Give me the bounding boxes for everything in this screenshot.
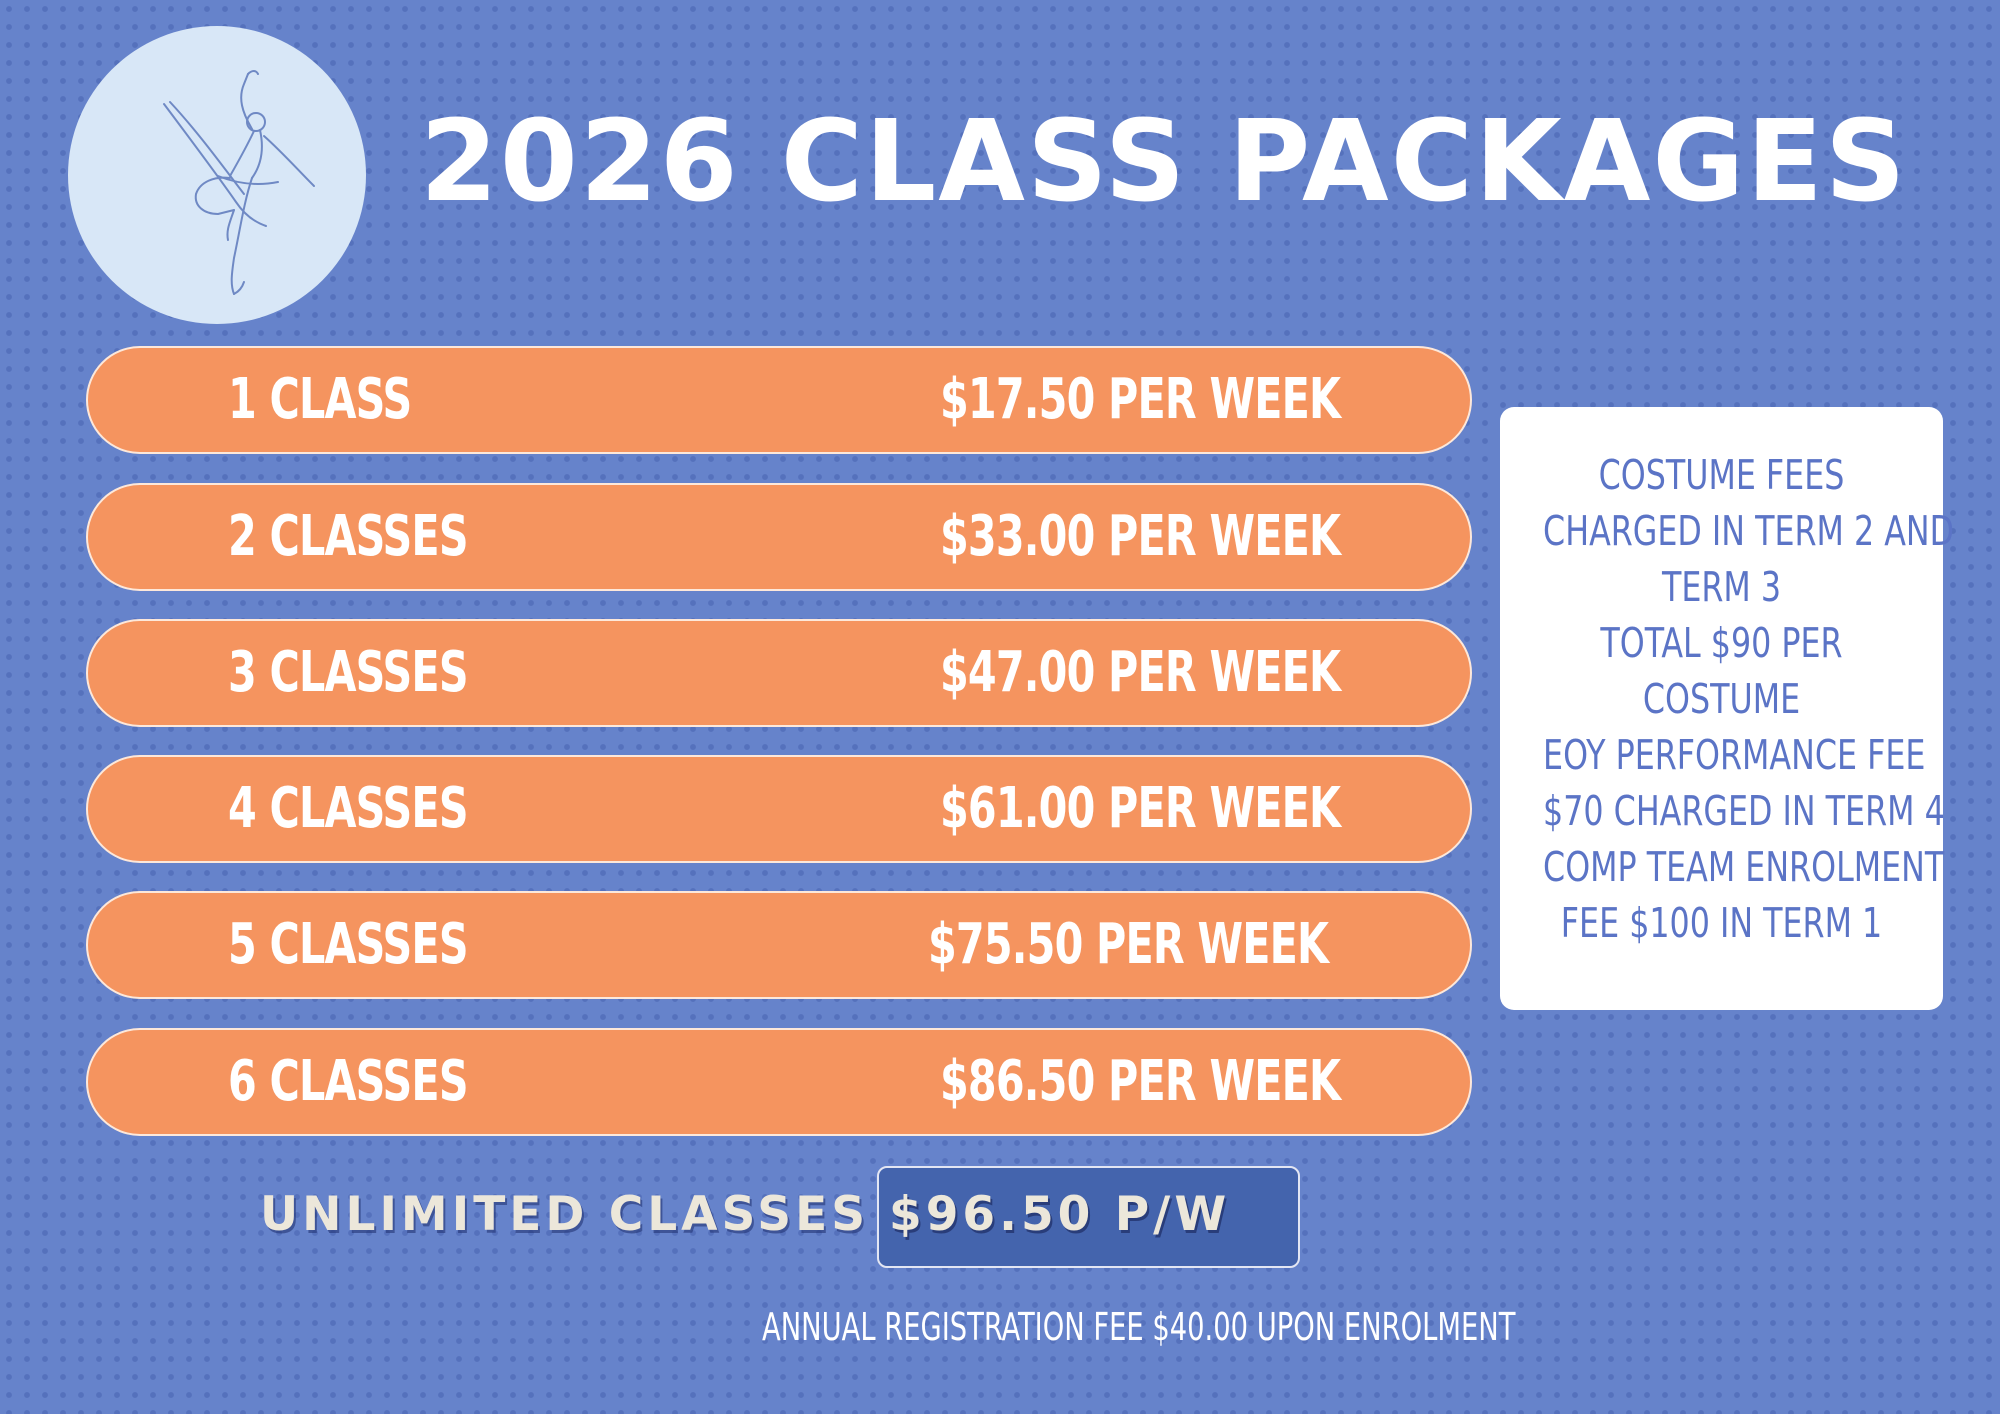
package-label: 2 CLASSES: [228, 504, 469, 569]
package-row-4: 4 CLASSES $61.00 PER WEEK: [86, 755, 1472, 863]
logo: [68, 26, 366, 324]
page-title: 2026 CLASS PACKAGES: [420, 97, 1908, 227]
package-row-5: 5 CLASSES $75.50 PER WEEK: [86, 891, 1472, 999]
package-price: $33.00 PER WEEK: [940, 504, 1341, 569]
package-label: 4 CLASSES: [228, 776, 469, 841]
package-price: $86.50 PER WEEK: [940, 1049, 1341, 1114]
package-label: 3 CLASSES: [228, 640, 469, 705]
package-price: $47.00 PER WEEK: [940, 640, 1341, 705]
fees-line: COMP TEAM ENROLMENT: [1543, 843, 1945, 891]
package-price: $75.50 PER WEEK: [928, 912, 1329, 977]
fees-line: $70 CHARGED IN TERM 4: [1543, 787, 1945, 835]
fees-line: EOY PERFORMANCE FEE: [1543, 731, 1926, 779]
package-price: $61.00 PER WEEK: [940, 776, 1341, 841]
package-price: $17.50 PER WEEK: [940, 367, 1341, 432]
package-row-1: 1 CLASS $17.50 PER WEEK: [86, 346, 1472, 454]
fees-line: COSTUME FEES: [1598, 451, 1845, 499]
fees-line: CHARGED IN TERM 2 AND: [1543, 507, 1955, 555]
package-row-6: 6 CLASSES $86.50 PER WEEK: [86, 1028, 1472, 1136]
package-row-3: 3 CLASSES $47.00 PER WEEK: [86, 619, 1472, 727]
unlimited-price: $96.50 P/W: [889, 1187, 1231, 1242]
fees-line: COSTUME: [1642, 675, 1801, 723]
unlimited-price-box: $96.50 P/W: [877, 1166, 1300, 1268]
package-label: 1 CLASS: [228, 367, 412, 432]
package-label: 5 CLASSES: [228, 912, 469, 977]
package-label: 6 CLASSES: [228, 1049, 469, 1114]
fees-line: FEE $100 IN TERM 1: [1560, 899, 1883, 947]
package-row-2: 2 CLASSES $33.00 PER WEEK: [86, 483, 1472, 591]
fees-line: TERM 3: [1661, 563, 1782, 611]
ballet-dancer-icon: [163, 70, 315, 295]
fees-info-box: COSTUME FEES CHARGED IN TERM 2 AND TERM …: [1500, 407, 1955, 1010]
registration-fee-note: ANNUAL REGISTRATION FEE $40.00 UPON ENRO…: [762, 1305, 1516, 1349]
unlimited-label: UNLIMITED CLASSES: [260, 1187, 870, 1242]
fees-line: TOTAL $90 PER: [1600, 619, 1843, 667]
